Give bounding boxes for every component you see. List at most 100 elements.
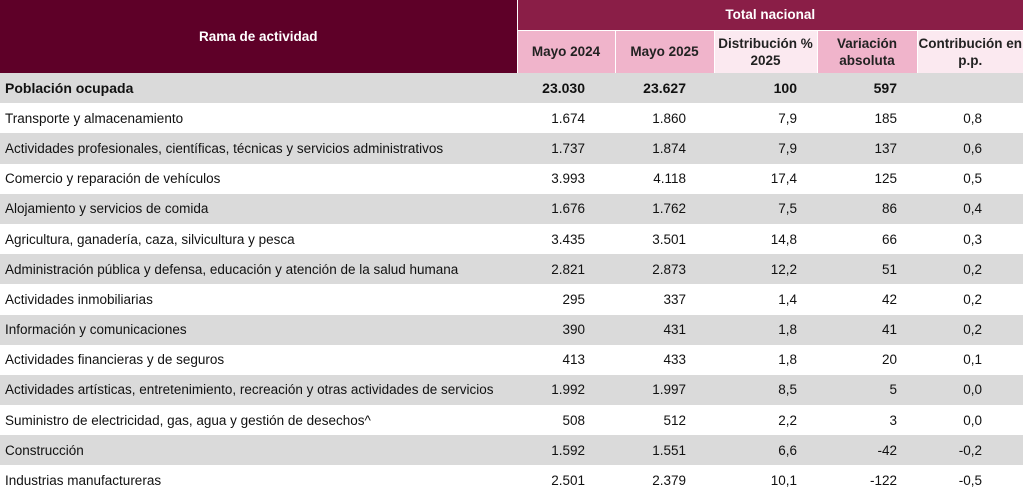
row-label: Transporte y almacenamiento [5, 110, 184, 126]
row-label: Comercio y reparación de vehículos [5, 171, 221, 187]
row-label: Alojamiento y servicios de comida [0, 193, 517, 224]
cell-mayo-2025: 2.379 [652, 473, 686, 489]
cell-contribucion: 0,6 [917, 133, 1023, 164]
table-row: Comercio y reparación de vehículos 3.993 4… [0, 164, 1023, 194]
row-label: Industrias manufactureras [5, 473, 162, 489]
col-header-contribucion: Contribución en p.p. [917, 30, 1023, 73]
cell-distribucion: 1,8 [778, 352, 797, 368]
cell-variacion: 51 [817, 254, 917, 285]
cell-distribucion: 1,4 [778, 291, 797, 307]
total-nacional-header: Total nacional [517, 0, 1023, 31]
cell-distribucion: 17,4 [770, 171, 797, 187]
cell-contribucion: 0,0 [963, 412, 983, 428]
cell-mayo-2024: 2.501 [551, 473, 585, 489]
cell-variacion: 5 [817, 374, 917, 406]
cell-contribucion: 0,0 [917, 374, 1023, 406]
cell-variacion: 20 [881, 352, 897, 368]
cell-variacion: 42 [881, 291, 897, 307]
cell-mayo-2025: 3.501 [652, 231, 686, 247]
row-label: Administración pública y defensa, educac… [0, 254, 517, 285]
cell-mayo-2024: 3.435 [551, 231, 585, 247]
table-row: Administración pública y defensa, educac… [0, 254, 1023, 285]
table-row: Información y comunicaciones 390 431 1,8 41 0… [0, 314, 1023, 345]
cell-contribucion: 0,2 [963, 291, 983, 307]
branch-column-header: Rama de actividad [0, 0, 518, 73]
row-label: Actividades inmobiliarias [5, 291, 153, 307]
row-label: Actividades profesionales, científicas, … [0, 133, 517, 164]
table-row: Alojamiento y servicios de comida 1.676 1.… [0, 193, 1023, 224]
table-row: Construcción 1.592 1.551 6,6 -42 -0,2 [0, 435, 1023, 466]
cell-mayo-2024: 508 [562, 412, 585, 428]
cell-variacion: 597 [817, 73, 917, 104]
cell-distribucion: 8,5 [714, 374, 817, 406]
cell-distribucion: 7,9 [714, 133, 817, 164]
table-row: Actividades profesionales, científicas, … [0, 133, 1023, 164]
row-label: Información y comunicaciones [0, 314, 517, 345]
row-label: Actividades financieras y de seguros [5, 352, 225, 368]
cell-mayo-2025: 1.551 [615, 435, 714, 466]
cell-mayo-2025: 431 [615, 314, 714, 345]
cell-distribucion: 7,9 [778, 110, 797, 126]
cell-contribucion: 0,8 [963, 110, 983, 126]
cell-mayo-2024: 390 [517, 314, 615, 345]
cell-distribucion: 100 [714, 73, 817, 104]
cell-variacion: 41 [817, 314, 917, 345]
cell-mayo-2025: 433 [663, 352, 686, 368]
total-row: Población ocupada 23.030 23.627 100 597 [0, 73, 1023, 104]
cell-mayo-2024: 2.821 [517, 254, 615, 285]
cell-distribucion: 14,8 [770, 231, 797, 247]
cell-variacion: 185 [874, 110, 897, 126]
cell-contribucion [917, 73, 1023, 104]
table-row: Actividades financieras y de seguros 413 4… [0, 345, 1023, 375]
table-row: Suministro de electricidad, gas, agua y … [0, 405, 1023, 435]
col-header-mayo-2025: Mayo 2025 [615, 30, 715, 73]
col-header-mayo-2024: Mayo 2024 [517, 30, 616, 73]
cell-distribucion: 2,2 [778, 412, 797, 428]
cell-mayo-2025: 2.873 [615, 254, 714, 285]
cell-distribucion: 1,8 [714, 314, 817, 345]
row-label: Suministro de electricidad, gas, agua y … [5, 412, 371, 428]
cell-mayo-2024: 3.993 [551, 171, 585, 187]
cell-mayo-2025: 1.860 [652, 110, 686, 126]
cell-mayo-2025: 512 [663, 412, 686, 428]
cell-mayo-2024: 1.992 [517, 374, 615, 406]
cell-mayo-2024: 1.676 [517, 193, 615, 224]
cell-distribucion: 7,5 [714, 193, 817, 224]
cell-mayo-2024: 1.674 [551, 110, 585, 126]
table-row: Actividades inmobiliarias 295 337 1,4 42 0,2 [0, 284, 1023, 314]
cell-mayo-2024: 413 [562, 352, 585, 368]
cell-mayo-2025: 23.627 [615, 73, 714, 104]
cell-mayo-2024: 295 [562, 291, 585, 307]
cell-distribucion: 12,2 [714, 254, 817, 285]
table-row: Agricultura, ganadería, caza, silvicultu… [0, 224, 1023, 254]
cell-contribucion: 0,5 [963, 171, 983, 187]
table-row: Industrias manufactureras 2.501 2.379 10,1 -… [0, 465, 1023, 495]
col-header-variacion: Variación absoluta [817, 30, 918, 73]
cell-contribucion: 0,1 [963, 352, 983, 368]
cell-contribucion: -0,2 [917, 435, 1023, 466]
cell-variacion: 66 [881, 231, 897, 247]
cell-contribucion: 0,2 [917, 314, 1023, 345]
cell-variacion: -122 [869, 473, 897, 489]
cell-variacion: 137 [817, 133, 917, 164]
cell-distribucion: 10,1 [770, 473, 797, 489]
table-body: Población ocupada 23.030 23.627 100 597 Trans… [0, 73, 1023, 496]
row-label: Agricultura, ganadería, caza, silvicultu… [5, 231, 295, 247]
row-label: Actividades artísticas, entretenimiento,… [0, 374, 517, 406]
col-header-distribucion: Distribución % 2025 [714, 30, 818, 73]
row-label: Población ocupada [0, 73, 517, 104]
cell-contribucion: 0,3 [963, 231, 983, 247]
cell-mayo-2024: 1.592 [517, 435, 615, 466]
table-row: Actividades artísticas, entretenimiento,… [0, 374, 1023, 406]
cell-contribucion: -0,5 [958, 473, 983, 489]
cell-variacion: 125 [874, 171, 897, 187]
cell-mayo-2025: 1.874 [615, 133, 714, 164]
cell-mayo-2024: 1.737 [517, 133, 615, 164]
cell-distribucion: 6,6 [714, 435, 817, 466]
cell-mayo-2025: 4.118 [653, 171, 686, 187]
cell-mayo-2025: 337 [663, 291, 686, 307]
cell-contribucion: 0,4 [917, 193, 1023, 224]
row-label: Construcción [0, 435, 517, 466]
cell-mayo-2025: 1.762 [615, 193, 714, 224]
